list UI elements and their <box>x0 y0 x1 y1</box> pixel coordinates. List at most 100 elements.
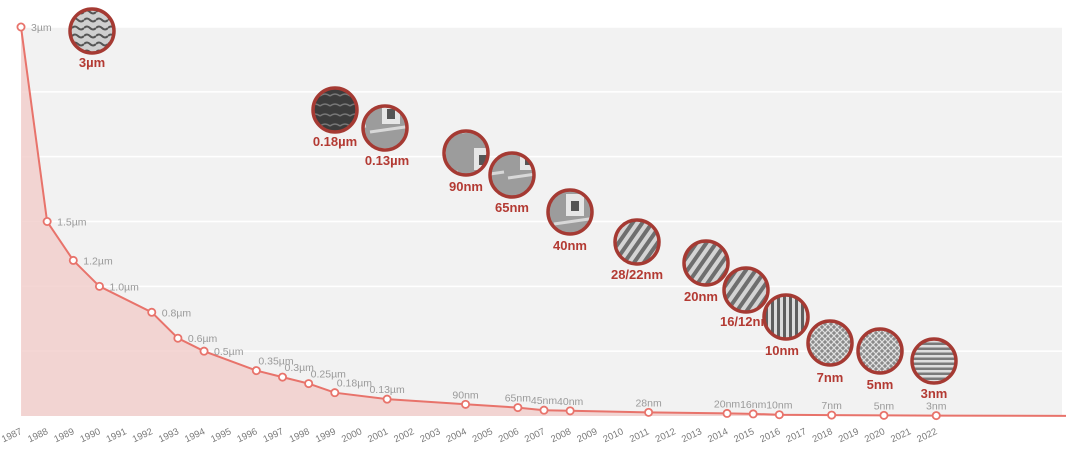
badge-label: 40nm <box>553 238 587 253</box>
data-point <box>748 409 758 419</box>
x-tick-label: 2003 <box>418 426 442 445</box>
x-tick-label: 1992 <box>131 426 155 445</box>
area-fill <box>21 27 1066 416</box>
x-tick-label: 2006 <box>497 426 521 445</box>
data-point-label: 3µm <box>31 22 52 34</box>
data-point-label: 0.13µm <box>369 384 404 396</box>
badge-label: 28/22nm <box>611 267 663 282</box>
x-tick-label: 1987 <box>0 426 24 445</box>
data-point-label: 1.5µm <box>57 217 87 229</box>
process-node-badge: 65nm <box>488 151 536 215</box>
data-points <box>16 22 941 421</box>
badge-image <box>910 337 958 385</box>
data-point <box>879 410 889 420</box>
x-tick-label: 2000 <box>340 426 364 445</box>
data-point <box>644 407 654 417</box>
process-node-badge: 90nm <box>442 129 490 194</box>
badge-image <box>682 239 730 287</box>
process-node-badge: 5nm <box>856 327 904 392</box>
x-tick-label: 2016 <box>758 426 782 445</box>
data-point <box>251 366 261 376</box>
data-point-label: 0.8µm <box>162 307 192 319</box>
process-node-badge: 0.18µm <box>311 86 359 149</box>
badge-image <box>68 7 116 55</box>
data-point-label: 0.3µm <box>285 362 315 374</box>
data-point-label: 40nm <box>557 396 584 408</box>
x-tick-label: 1991 <box>105 426 129 445</box>
process-node-badge: 0.13µm <box>361 104 409 168</box>
x-tick-label: 2005 <box>471 426 495 445</box>
badge-image <box>762 293 810 341</box>
data-point-label: 1.2µm <box>83 255 113 267</box>
x-tick-label: 2020 <box>863 426 887 445</box>
data-point <box>277 372 287 382</box>
x-tick-label: 2018 <box>811 426 835 445</box>
process-node-badge: 16/12nm <box>720 266 772 329</box>
x-tick-label: 1995 <box>209 426 233 445</box>
series-line <box>20 26 1067 417</box>
badge-label: 7nm <box>817 370 844 385</box>
data-point-label: 45nm <box>531 395 558 407</box>
data-point <box>94 281 104 291</box>
data-point <box>382 394 392 404</box>
data-point-label: 0.25µm <box>311 369 346 381</box>
badge-image <box>311 86 359 134</box>
x-tick-label: 1996 <box>235 426 259 445</box>
data-point <box>722 408 732 418</box>
x-tick-label: 2004 <box>445 426 469 445</box>
process-node-badge: 10nm <box>762 293 810 358</box>
badge-label: 3µm <box>79 55 105 70</box>
process-node-badges: 3µm0.18µm0.13µm90nm65nm40nm28/22nm20nm16… <box>68 7 958 401</box>
badge-label: 0.13µm <box>365 153 409 168</box>
data-point-label: 0.35µm <box>258 356 293 368</box>
process-node-badge: 3µm <box>68 7 116 70</box>
x-tick-label: 1989 <box>52 426 76 445</box>
x-tick-label: 1999 <box>314 426 338 445</box>
data-point-label: 0.18µm <box>337 378 372 390</box>
x-tick-label: 2002 <box>392 426 416 445</box>
data-point <box>461 399 471 409</box>
x-tick-label: 1988 <box>26 426 50 445</box>
data-point <box>147 307 157 317</box>
x-tick-label: 2009 <box>575 426 599 445</box>
data-point <box>827 410 837 420</box>
x-tick-label: 1994 <box>183 426 207 445</box>
process-node-badge: 28/22nm <box>611 218 663 282</box>
badge-label: 10nm <box>765 343 799 358</box>
x-tick-label: 2014 <box>706 426 730 445</box>
data-point-label: 5nm <box>874 400 895 412</box>
x-tick-label: 2022 <box>915 426 939 445</box>
x-tick-label: 2007 <box>523 426 547 445</box>
data-point-label: 90nm <box>452 389 479 401</box>
data-point <box>565 406 575 416</box>
badge-label: 90nm <box>449 179 483 194</box>
badge-image <box>546 188 594 236</box>
data-point <box>304 379 314 389</box>
data-point <box>513 403 523 413</box>
data-point-label: 0.6µm <box>188 333 218 345</box>
data-point-label: 7nm <box>821 400 842 412</box>
data-point-label: 65nm <box>505 393 532 405</box>
badge-image <box>361 104 409 152</box>
data-point <box>330 388 340 398</box>
badge-image <box>856 327 904 375</box>
data-point <box>173 333 183 343</box>
x-tick-label: 2011 <box>628 426 651 445</box>
x-tick-label: 2015 <box>732 426 756 445</box>
x-tick-label: 1993 <box>157 426 181 445</box>
x-tick-label: 2017 <box>785 426 809 445</box>
badge-image <box>806 319 854 367</box>
x-tick-label: 2012 <box>654 426 678 445</box>
x-tick-label: 1998 <box>288 426 312 445</box>
data-point-label: 16nm <box>740 399 767 411</box>
data-point <box>199 346 209 356</box>
process-node-badge: 7nm <box>806 319 854 385</box>
badge-label: 16/12nm <box>720 314 772 329</box>
badge-label: 20nm <box>684 289 718 304</box>
data-point-labels: 3µm1.5µm1.2µm1.0µm0.8µm0.6µm0.5µm0.35µm0… <box>31 22 947 413</box>
x-tick-label: 2013 <box>680 426 704 445</box>
data-point <box>931 411 941 421</box>
data-point <box>774 410 784 420</box>
process-node-badge: 3nm <box>910 337 958 401</box>
